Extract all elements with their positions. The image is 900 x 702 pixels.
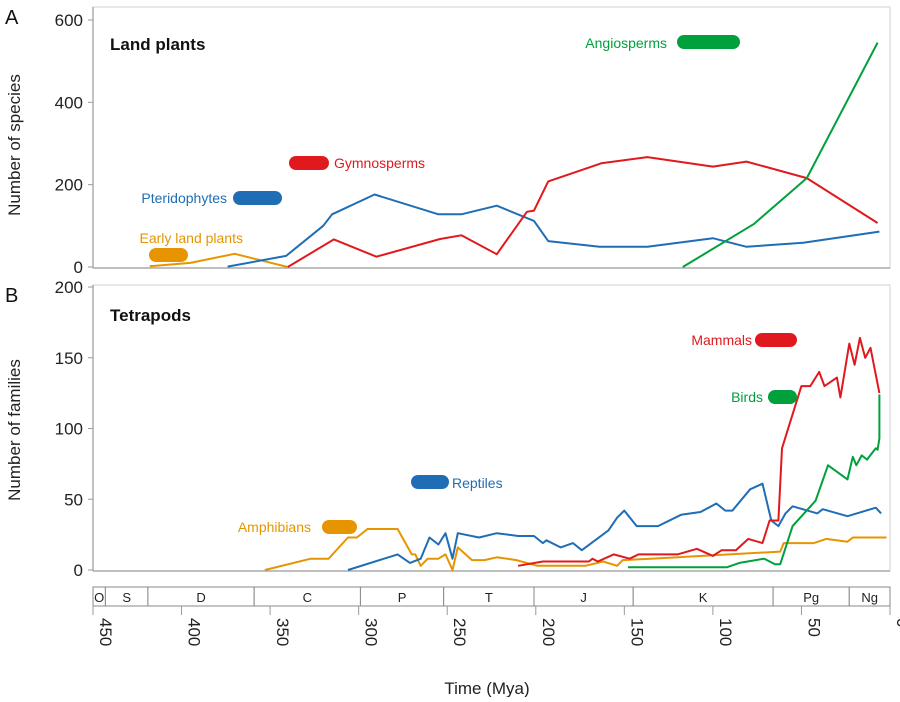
panel-b: 0 50 100 150 200 Number of families B Tetrapods… [5, 278, 891, 580]
x-tick-label: 300 [362, 618, 381, 646]
y-axis-label: Number of species [5, 74, 24, 216]
y-axis-label: Number of families [5, 359, 24, 501]
series-line-pteridophytes [227, 193, 880, 268]
x-tick-label: 150 [627, 618, 646, 646]
panel-letter: A [5, 7, 19, 29]
geologic-period-bar: O S D C P T J K Pg Ng [92, 586, 891, 607]
x-tick-label: 350 [273, 618, 292, 646]
legend-pill-mammals [755, 333, 797, 347]
y-tick-label: 400 [55, 93, 83, 112]
legend-label-pteridophytes: Pteridophytes [141, 190, 227, 206]
period-label: O [94, 590, 104, 605]
legend-pill-early-land-plants [149, 248, 188, 262]
panel-a: 0 200 400 600 Number of species A Land plants E… [5, 6, 891, 277]
series-line-amphibians [264, 528, 887, 571]
legend-pill-birds [768, 390, 797, 404]
y-tick-label: 0 [74, 258, 83, 277]
x-tick-label: 200 [539, 618, 558, 646]
x-tick-label: 50 [804, 618, 823, 637]
legend-pill-pteridophytes [233, 191, 282, 205]
x-tick-label: 450 [96, 618, 115, 646]
legend-label-angiosperms: Angiosperms [585, 35, 667, 51]
period-box-ng [848, 586, 891, 607]
legend-label-amphibians: Amphibians [238, 519, 311, 535]
y-tick-label: 600 [55, 11, 83, 30]
x-tick-label: 100 [716, 618, 735, 646]
x-tick-label: 250 [450, 618, 469, 646]
y-tick-label: 200 [55, 278, 83, 297]
period-label: Pg [803, 590, 819, 605]
legend-pill-reptiles [411, 475, 449, 489]
legend-pill-angiosperms [677, 35, 740, 49]
legend-pill-amphibians [322, 520, 357, 534]
legend-label-mammals: Mammals [691, 332, 752, 348]
period-label: P [398, 590, 407, 605]
x-axis-label: Time (Mya) [444, 679, 529, 697]
y-tick-label: 50 [64, 490, 83, 509]
panel-title: Tetrapods [110, 306, 191, 325]
panel-title: Land plants [110, 35, 205, 54]
legend-pill-gymnosperms [289, 156, 329, 170]
period-label: C [303, 590, 312, 605]
plot-frame [92, 6, 891, 269]
legend-label-early-land-plants: Early land plants [139, 230, 243, 246]
legend-label-gymnosperms: Gymnosperms [334, 155, 425, 171]
y-tick-label: 150 [55, 349, 83, 368]
y-tick-label: 0 [74, 561, 83, 580]
legend-label-reptiles: Reptiles [452, 475, 503, 491]
series-line-reptiles [347, 482, 882, 571]
y-tick-label: 100 [55, 420, 83, 439]
period-label: J [580, 590, 587, 605]
y-tick-label: 200 [55, 176, 83, 195]
x-tick-label: 0 [893, 618, 900, 627]
period-label: T [485, 590, 493, 605]
period-label: D [196, 590, 205, 605]
series-line-gymnosperms [287, 156, 879, 268]
period-label: K [699, 590, 708, 605]
panel-letter: B [5, 285, 18, 307]
period-label: S [122, 590, 131, 605]
x-axis: 450 400 350 300 250 200 150 100 50 0 [92, 606, 900, 646]
series-line-mammals [517, 336, 881, 567]
series-line-birds [627, 394, 881, 569]
series-line-angiosperms [682, 42, 879, 268]
legend-label-birds: Birds [731, 389, 763, 405]
x-tick-label: 400 [185, 618, 204, 646]
period-label: Ng [861, 590, 878, 605]
plot-frame [92, 284, 891, 572]
